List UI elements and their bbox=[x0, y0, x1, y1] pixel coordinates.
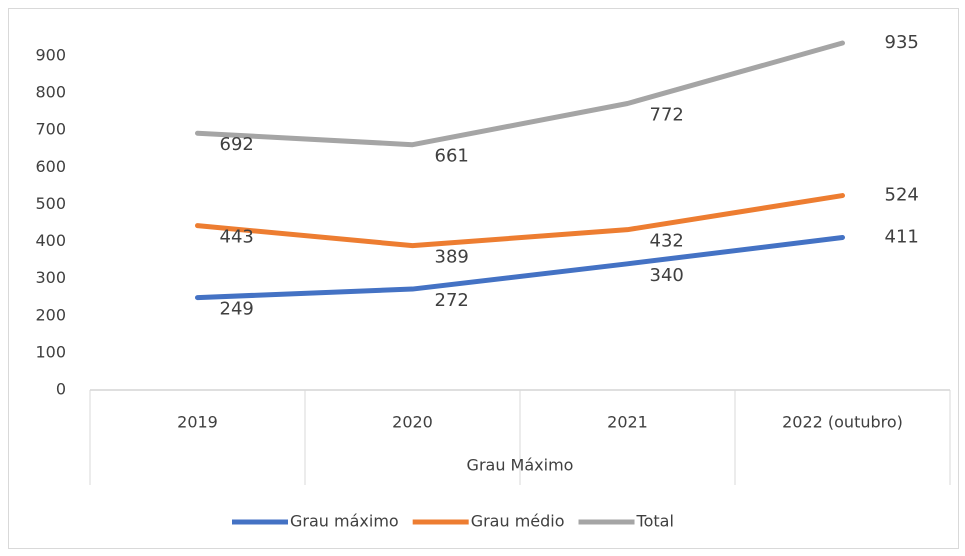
y-tick-label: 800 bbox=[35, 83, 66, 102]
series-line bbox=[195, 40, 845, 148]
data-label: 411 bbox=[885, 226, 919, 247]
y-tick-label: 900 bbox=[35, 46, 66, 65]
y-tick-label: 500 bbox=[35, 194, 66, 213]
x-axis-title: Grau Máximo bbox=[467, 456, 574, 475]
x-tick-label: 2019 bbox=[177, 413, 218, 432]
y-tick-label: 700 bbox=[35, 120, 66, 139]
data-label: 935 bbox=[885, 32, 919, 53]
y-tick-label: 200 bbox=[35, 305, 66, 324]
data-label: 692 bbox=[220, 134, 254, 155]
data-label: 772 bbox=[650, 105, 684, 126]
data-label: 249 bbox=[220, 299, 254, 320]
data-label: 389 bbox=[435, 247, 469, 268]
y-tick-label: 100 bbox=[35, 342, 66, 361]
y-tick-label: 0 bbox=[56, 380, 66, 399]
legend-label: Grau máximo bbox=[290, 512, 399, 531]
legend-label: Grau médio bbox=[471, 512, 565, 531]
series-line bbox=[195, 193, 845, 249]
y-tick-label: 400 bbox=[35, 231, 66, 250]
data-label: 524 bbox=[885, 185, 919, 206]
y-tick-label: 600 bbox=[35, 157, 66, 176]
y-tick-label: 300 bbox=[35, 268, 66, 287]
data-label: 340 bbox=[650, 265, 684, 286]
x-tick-label: 2020 bbox=[392, 413, 433, 432]
legend-label: Total bbox=[636, 512, 674, 531]
data-label: 432 bbox=[650, 231, 684, 252]
x-tick-label: 2021 bbox=[607, 413, 648, 432]
data-label: 443 bbox=[220, 227, 254, 248]
series-line bbox=[195, 234, 845, 301]
data-label: 661 bbox=[435, 146, 469, 167]
x-tick-label: 2022 (outubro) bbox=[782, 413, 903, 432]
data-label: 272 bbox=[435, 290, 469, 311]
